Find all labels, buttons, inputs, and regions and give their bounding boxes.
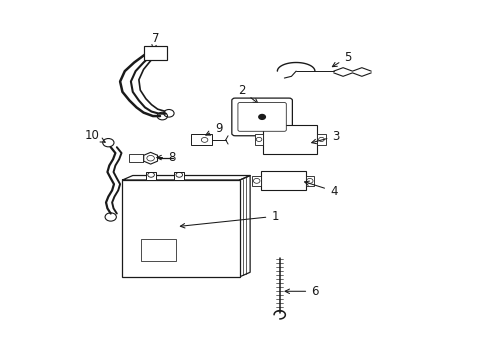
Text: 1: 1 — [180, 210, 278, 228]
Bar — [143, 46, 167, 60]
Text: 9: 9 — [205, 122, 222, 135]
Bar — [129, 154, 142, 162]
Text: 7: 7 — [151, 32, 159, 49]
Bar — [141, 239, 176, 261]
FancyBboxPatch shape — [238, 103, 285, 131]
Circle shape — [258, 114, 265, 120]
Text: 2: 2 — [238, 84, 257, 103]
Bar — [254, 134, 263, 145]
Bar — [252, 176, 261, 186]
Text: 10: 10 — [84, 129, 105, 142]
Text: 8: 8 — [157, 151, 175, 164]
Text: 4: 4 — [304, 181, 337, 198]
Text: 6: 6 — [285, 285, 318, 298]
Bar — [145, 172, 156, 180]
Bar — [305, 176, 313, 186]
Text: 5: 5 — [332, 51, 351, 67]
Bar — [263, 125, 317, 154]
Text: 3: 3 — [311, 130, 339, 144]
FancyBboxPatch shape — [231, 98, 292, 136]
Bar — [122, 180, 239, 277]
Bar — [174, 172, 184, 180]
Bar — [317, 134, 325, 145]
Bar — [190, 134, 211, 145]
Bar — [261, 171, 305, 190]
